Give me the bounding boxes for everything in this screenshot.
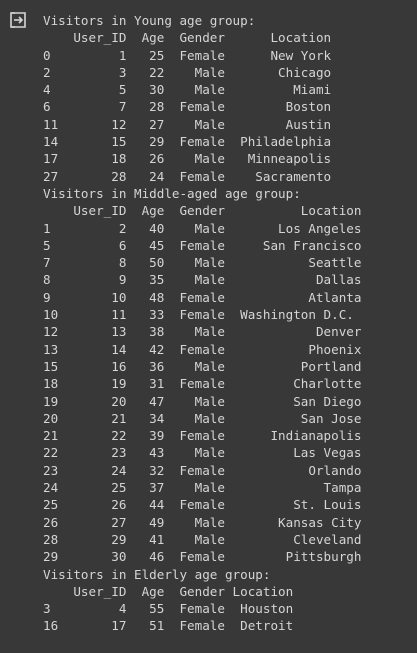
output-line: 18 19 31 Female Charlotte bbox=[43, 376, 362, 392]
output-line: 9 10 48 Female Atlanta bbox=[43, 289, 362, 305]
output-line: 14 15 29 Female Philadelphia bbox=[43, 134, 332, 150]
output-line: 2 3 22 Male Chicago bbox=[43, 64, 332, 80]
output-redirect-icon[interactable] bbox=[8, 10, 28, 30]
output-line: 21 22 39 Female Indianapolis bbox=[43, 428, 362, 444]
output-line: 24 25 37 Male Tampa bbox=[43, 480, 362, 496]
output-line: 23 24 32 Female Orlando bbox=[43, 462, 362, 478]
output-line: 6 7 28 Female Boston bbox=[43, 99, 332, 115]
output-line: 25 26 44 Female St. Louis bbox=[43, 497, 362, 513]
output-line: Visitors in Elderly age group: bbox=[43, 566, 271, 582]
output-line: 10 11 33 Female Washington D.C. bbox=[43, 307, 354, 323]
output-line: 19 20 47 Male San Diego bbox=[43, 393, 362, 409]
output-line: Visitors in Young age group: bbox=[43, 13, 256, 28]
output-line: User_ID Age Gender Location bbox=[43, 583, 294, 599]
output-line: 27 28 24 Female Sacramento bbox=[43, 168, 332, 184]
output-line: 16 17 51 Female Detroit bbox=[43, 618, 294, 634]
output-line: 15 16 36 Male Portland bbox=[43, 358, 362, 374]
cell-output-text: Visitors in Young age group: User_ID Age… bbox=[43, 12, 361, 635]
output-line: 20 21 34 Male San Jose bbox=[43, 410, 362, 426]
output-line: 13 14 42 Female Phoenix bbox=[43, 341, 362, 357]
output-line: 5 6 45 Female San Francisco bbox=[43, 237, 362, 253]
output-line: Visitors in Middle-aged age group: bbox=[43, 185, 301, 201]
output-line: 1 2 40 Male Los Angeles bbox=[43, 220, 362, 236]
output-line: User_ID Age Gender Location bbox=[43, 30, 332, 46]
output-line: 17 18 26 Male Minneapolis bbox=[43, 151, 332, 167]
output-line: 12 13 38 Male Denver bbox=[43, 324, 362, 340]
output-line: 4 5 30 Male Miami bbox=[43, 82, 332, 98]
output-line: 26 27 49 Male Kansas City bbox=[43, 514, 362, 530]
output-line: 0 1 25 Female New York bbox=[43, 47, 332, 63]
output-line: 29 30 46 Female Pittsburgh bbox=[43, 549, 362, 565]
output-line: 22 23 43 Male Las Vegas bbox=[43, 445, 362, 461]
output-line: 7 8 50 Male Seattle bbox=[43, 255, 362, 271]
output-line: 8 9 35 Male Dallas bbox=[43, 272, 362, 288]
output-line: User_ID Age Gender Location bbox=[43, 203, 362, 219]
output-line: 11 12 27 Male Austin bbox=[43, 116, 332, 132]
output-line: 28 29 41 Male Cleveland bbox=[43, 531, 362, 547]
output-line: 3 4 55 Female Houston bbox=[43, 601, 294, 617]
